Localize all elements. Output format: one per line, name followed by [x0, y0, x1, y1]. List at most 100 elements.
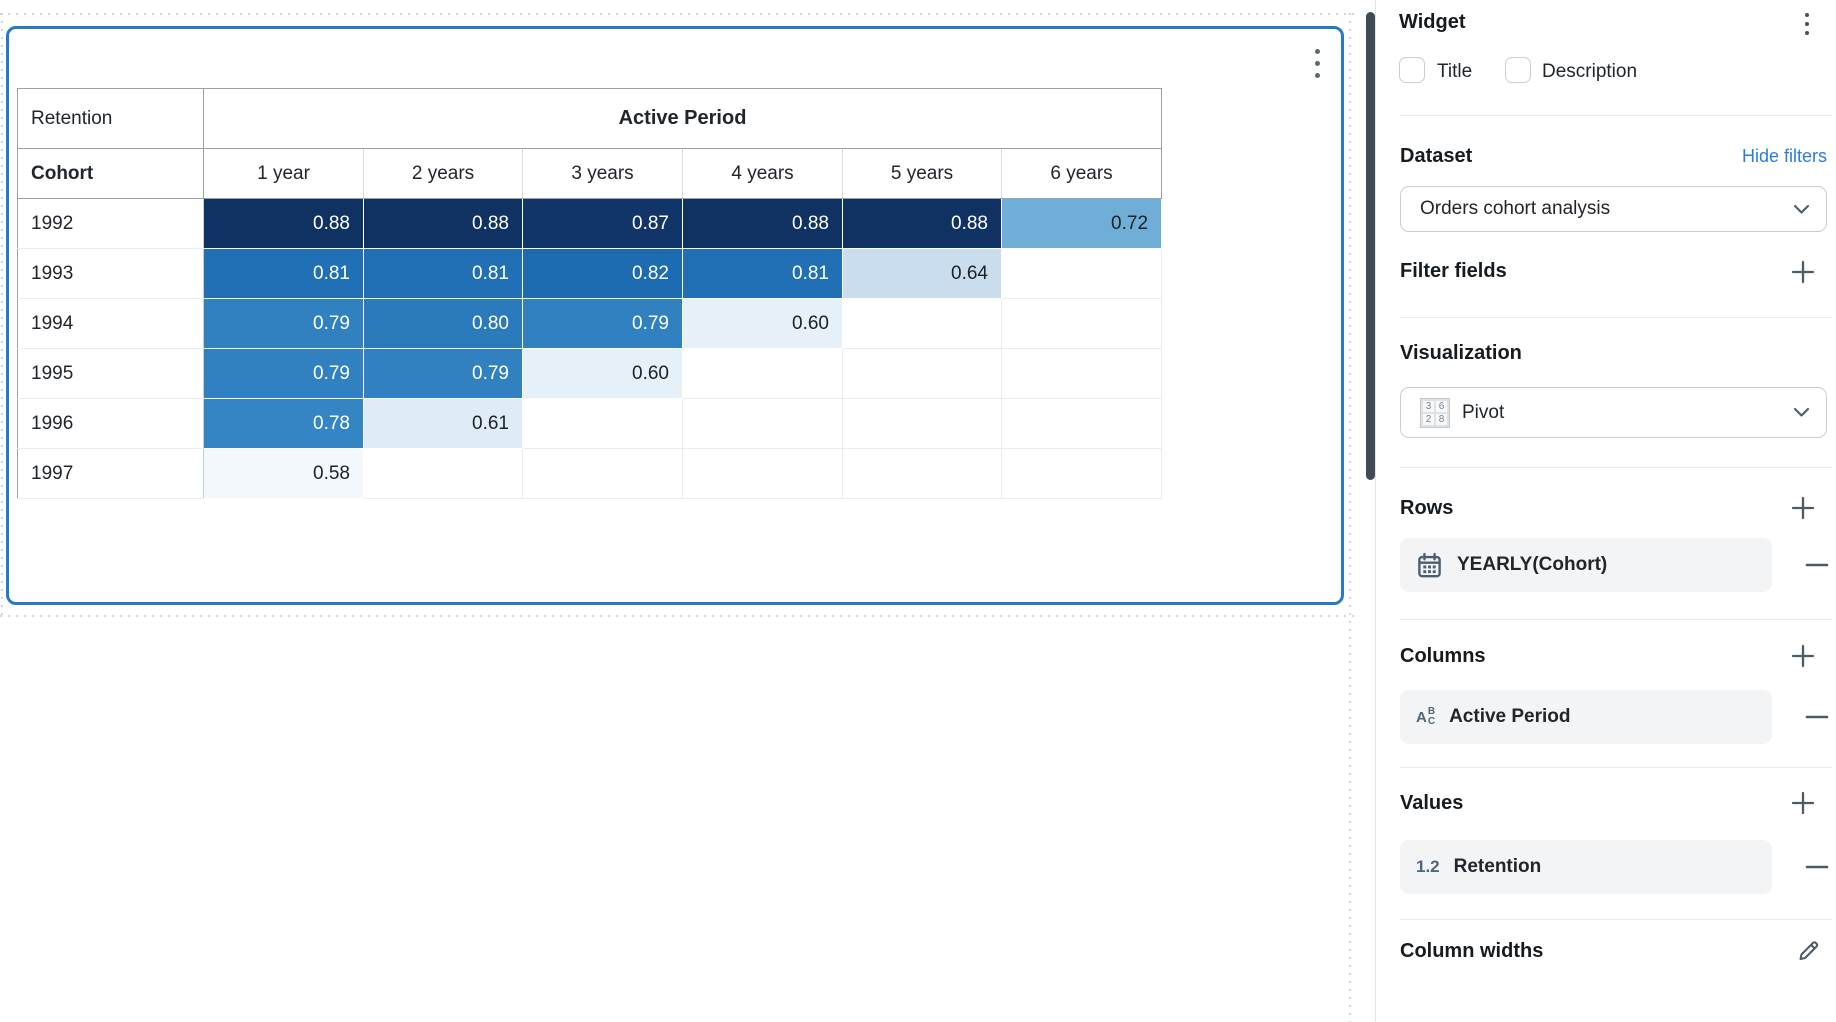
- columns-heading: Columns: [1400, 645, 1486, 667]
- pivot-cell: 0.60: [682, 298, 843, 349]
- pivot-cell: 0.80: [363, 298, 523, 349]
- pivot-cell: [522, 398, 683, 449]
- grid-guide-top: [0, 13, 1360, 15]
- pivot-cell: 0.88: [842, 198, 1002, 249]
- remove-column-field-button[interactable]: [1804, 704, 1830, 730]
- divider: [1400, 317, 1832, 318]
- pivot-cell: [682, 448, 843, 499]
- pivot-column-header: 5 years: [842, 148, 1002, 199]
- widget-kebab-menu-icon[interactable]: [1304, 43, 1330, 83]
- pivot-table: Retention Active Period Cohort 1 year 2 y…: [17, 88, 1163, 499]
- remove-row-field-button[interactable]: [1804, 552, 1830, 578]
- pivot-cell: 0.79: [363, 348, 523, 399]
- pivot-row-axis-label: Cohort: [17, 148, 204, 199]
- pivot-cell: 0.60: [522, 348, 683, 399]
- pivot-cell: 0.88: [363, 198, 523, 249]
- pivot-cell: 0.87: [522, 198, 683, 249]
- add-filter-field-button[interactable]: [1790, 259, 1816, 285]
- rows-field-pill[interactable]: YEARLY(Cohort): [1400, 538, 1772, 592]
- pivot-column-header: 4 years: [682, 148, 843, 199]
- minus-icon: [1805, 563, 1829, 567]
- pivot-cohort-label: 1995: [17, 348, 204, 399]
- pivot-data-row: 1992 0.88 0.88 0.87 0.88 0.88 0.72: [17, 198, 1163, 249]
- dataset-select[interactable]: Orders cohort analysis: [1400, 186, 1827, 232]
- pivot-cell: [682, 398, 843, 449]
- plus-icon: [1791, 496, 1815, 520]
- pivot-cell: 0.72: [1000, 198, 1163, 249]
- pivot-cell: 0.64: [842, 248, 1002, 299]
- add-row-field-button[interactable]: [1790, 495, 1816, 521]
- pivot-cell: 0.79: [522, 298, 683, 349]
- pivot-column-header: 3 years: [522, 148, 683, 199]
- column-widths-heading: Column widths: [1400, 940, 1544, 962]
- pivot-cell: 0.88: [682, 198, 843, 249]
- remove-value-field-button[interactable]: [1804, 854, 1830, 880]
- pivot-cell: 0.79: [203, 348, 364, 399]
- pivot-table-body: 1992 0.88 0.88 0.87 0.88 0.88 0.72 1993 0.81 0.81…: [17, 198, 1163, 499]
- edit-column-widths-button[interactable]: [1796, 937, 1822, 963]
- grid-guide-bottom: [0, 615, 1360, 617]
- pivot-column-group-label: Active Period: [203, 88, 1162, 149]
- dataset-selected-value: Orders cohort analysis: [1420, 198, 1611, 219]
- pivot-cell: [1001, 398, 1163, 449]
- pivot-data-row: 1996 0.78 0.61: [17, 398, 1163, 449]
- plus-icon: [1791, 791, 1815, 815]
- pivot-cell: 0.79: [203, 298, 364, 349]
- pivot-data-row: 1994 0.79 0.80 0.79 0.60: [17, 298, 1163, 349]
- rows-heading: Rows: [1400, 497, 1454, 519]
- hide-filters-link[interactable]: Hide filters: [1741, 146, 1827, 166]
- rows-field-label: YEARLY(Cohort): [1457, 554, 1608, 575]
- pivot-cell: [842, 398, 1002, 449]
- divider: [1400, 919, 1832, 920]
- divider: [1400, 467, 1832, 468]
- filter-fields-heading: Filter fields: [1400, 260, 1507, 282]
- pivot-column-header: 6 years: [1001, 148, 1162, 199]
- panel-title: Widget: [1399, 11, 1466, 33]
- numeric-field-icon: 1.2: [1416, 857, 1440, 876]
- pivot-cohort-label: 1993: [17, 248, 204, 299]
- pivot-widget-card[interactable]: Retention Active Period Cohort 1 year 2 y…: [6, 26, 1344, 605]
- calendar-icon: [1418, 552, 1441, 577]
- pivot-cell: 0.58: [203, 448, 364, 499]
- minus-icon: [1805, 865, 1829, 869]
- pivot-cell: [682, 348, 843, 399]
- add-column-field-button[interactable]: [1790, 643, 1816, 669]
- title-checkbox-label: Title: [1437, 61, 1473, 82]
- pivot-cell: [363, 448, 523, 499]
- pivot-cohort-label: 1997: [17, 448, 204, 499]
- pivot-cohort-label: 1994: [17, 298, 204, 349]
- divider: [1400, 767, 1832, 768]
- title-checkbox[interactable]: [1399, 57, 1425, 83]
- pivot-cohort-label: 1996: [17, 398, 204, 449]
- pivot-cell: 0.78: [203, 398, 364, 449]
- pivot-cell: [1001, 348, 1163, 399]
- divider: [1400, 115, 1832, 116]
- values-heading: Values: [1400, 792, 1464, 814]
- values-field-pill[interactable]: 1.2 Retention: [1400, 840, 1772, 894]
- pivot-column-header: 1 year: [203, 148, 364, 199]
- minus-icon: [1805, 715, 1829, 719]
- description-checkbox[interactable]: [1505, 57, 1531, 83]
- visualization-selected-value: Pivot: [1462, 401, 1505, 423]
- add-value-field-button[interactable]: [1790, 790, 1816, 816]
- pivot-year-header-row: Cohort 1 year 2 years 3 years 4 years 5 year…: [17, 148, 1162, 199]
- chevron-down-icon: [1793, 204, 1810, 214]
- pivot-corner-label: Retention: [17, 88, 204, 149]
- pivot-cell: 0.61: [363, 398, 523, 449]
- pivot-column-header: 2 years: [363, 148, 523, 199]
- pivot-cell: 0.82: [522, 248, 683, 299]
- panel-scrollbar[interactable]: [1366, 12, 1375, 480]
- divider: [1400, 619, 1832, 620]
- description-checkbox-label: Description: [1542, 61, 1638, 82]
- pivot-data-row: 1993 0.81 0.81 0.82 0.81 0.64: [17, 248, 1163, 299]
- values-field-label: Retention: [1453, 856, 1542, 877]
- pivot-cell: [842, 448, 1002, 499]
- panel-kebab-menu-icon[interactable]: [1794, 11, 1820, 37]
- grid-guide-right: [1349, 13, 1351, 1022]
- grid-guide-left: [1, 13, 3, 616]
- plus-icon: [1791, 260, 1815, 284]
